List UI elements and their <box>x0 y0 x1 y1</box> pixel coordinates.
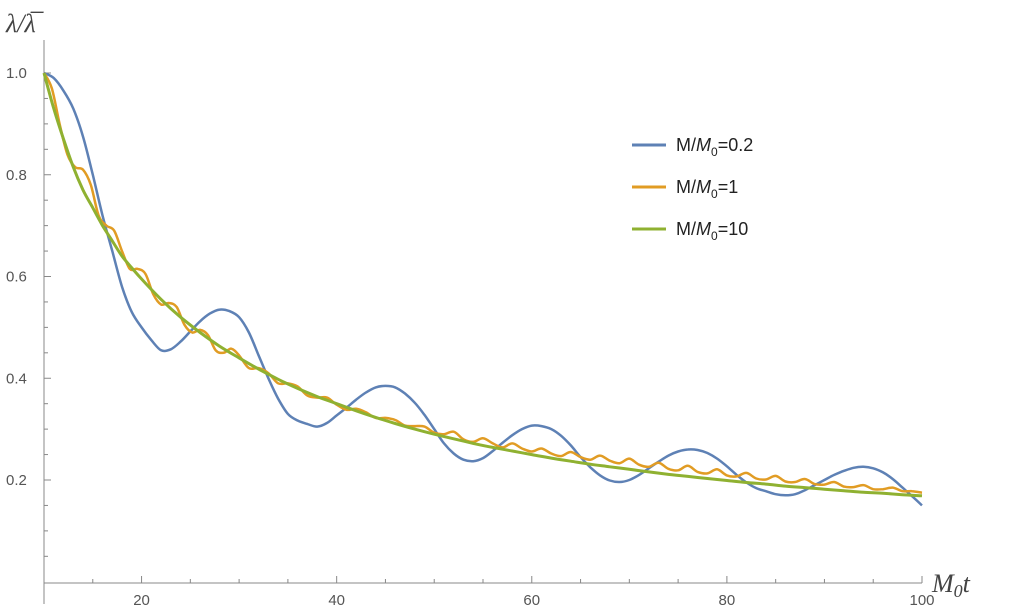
legend-item-series-1: M/M0=0.2 <box>632 135 753 159</box>
x-tick-label: 80 <box>719 592 736 609</box>
x-ticks: 20 40 60 80 100 <box>92 576 935 609</box>
series-line-1 <box>43 71 923 507</box>
legend: M/M0=0.2 M/M0=1 M/M0=10 <box>632 135 753 243</box>
series-line-3 <box>42 72 923 498</box>
x-tick-label: 40 <box>328 592 345 609</box>
y-tick-label: 0.6 <box>6 269 27 286</box>
series-line-2 <box>42 72 923 494</box>
y-tick-label: 1.0 <box>6 65 27 82</box>
x-axis-label: M0t <box>931 569 971 601</box>
y-ticks: 0.2 0.4 0.6 0.8 1.0 <box>6 65 51 557</box>
legend-item-series-2: M/M0=1 <box>632 177 738 201</box>
legend-item-series-3: M/M0=10 <box>632 219 748 243</box>
y-tick-label: 0.8 <box>6 167 27 184</box>
legend-label: M/M0=0.2 <box>676 135 753 159</box>
y-axis-label: λ/λ̅ <box>5 9 44 38</box>
x-tick-label: 100 <box>909 592 934 609</box>
legend-label: M/M0=10 <box>676 219 748 243</box>
x-tick-label: 60 <box>523 592 540 609</box>
y-tick-label: 0.4 <box>6 370 27 387</box>
y-tick-label: 0.2 <box>6 472 27 489</box>
axes: 20 40 60 80 100 0.2 0.4 0.6 0.8 1.0 <box>6 40 935 609</box>
x-tick-label: 20 <box>133 592 150 609</box>
series-lines <box>42 71 923 507</box>
legend-label: M/M0=1 <box>676 177 738 201</box>
